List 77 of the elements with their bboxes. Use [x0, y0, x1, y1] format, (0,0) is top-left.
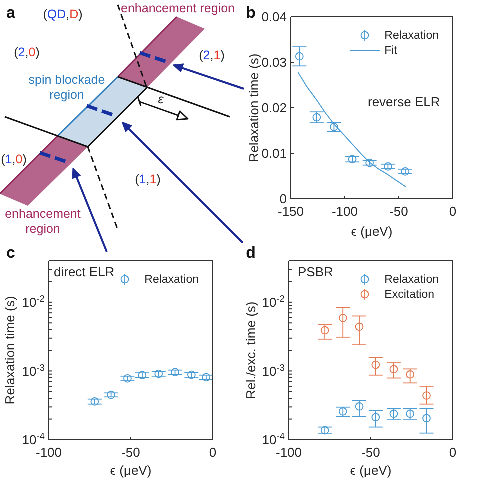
- chart-title: d: [246, 245, 256, 263]
- y-tick-label: 0: [280, 192, 287, 207]
- annotation: reverse ELR: [368, 94, 440, 110]
- x-tick-label: -50: [122, 445, 140, 460]
- x-tick-label: 0: [449, 445, 457, 460]
- point: [355, 402, 364, 411]
- x-tick-label: -100: [276, 445, 302, 460]
- text: (2,0): [14, 46, 40, 60]
- x-tick-label: -150: [278, 204, 304, 220]
- point: [187, 370, 196, 380]
- text: ε: [158, 92, 164, 106]
- y-axis-title: Relaxation time (s): [2, 296, 18, 405]
- text: enhancement region: [5, 207, 81, 236]
- legend-label: Relaxation: [384, 274, 439, 286]
- point: [355, 322, 364, 332]
- y-tick-label: 10$^{-2}$: [22, 294, 45, 310]
- point: [312, 113, 322, 122]
- annotation: direct ELR: [54, 264, 115, 280]
- text: spin blockade region: [28, 73, 106, 102]
- point: [320, 426, 330, 435]
- y-tick-label: 10$^{-3}$: [22, 362, 45, 379]
- annotation: PSBR: [298, 264, 334, 280]
- legend-label: Relaxation: [384, 30, 439, 42]
- point: [107, 390, 116, 400]
- point: [171, 368, 180, 377]
- point: [138, 371, 147, 380]
- point: [338, 314, 348, 322]
- point: [320, 326, 330, 335]
- point: [406, 410, 415, 418]
- y-tick-label: 0.04: [262, 10, 287, 25]
- y-tick-label: 0.01: [262, 146, 287, 162]
- text: enhancement region: [121, 2, 235, 16]
- point: [330, 122, 338, 132]
- y-tick-label: 10$^{-4}$: [262, 432, 285, 448]
- legend-label: Excitation: [384, 288, 435, 300]
- point: [406, 370, 415, 379]
- x-tick-label: 0: [209, 445, 217, 460]
- point: [422, 392, 431, 400]
- x-axis-title: ϵ (μeV): [351, 224, 393, 239]
- point: [384, 162, 392, 171]
- chart-title: b: [246, 5, 256, 23]
- y-tick-label: 10$^{-4}$: [22, 432, 45, 448]
- text: (1,1): [135, 172, 161, 186]
- point: [124, 374, 132, 383]
- x-tick-label: 0: [449, 204, 457, 220]
- point: [295, 52, 304, 61]
- chart-title: c: [6, 245, 16, 263]
- y-tick-label: 0.02: [262, 100, 287, 116]
- point: [390, 365, 398, 374]
- text: (1,0): [1, 152, 27, 166]
- x-axis-title: ϵ (μeV): [110, 463, 152, 478]
- text: a: [6, 5, 16, 23]
- point: [372, 360, 380, 370]
- x-tick-label: -100: [332, 204, 358, 220]
- y-axis-title: Rel./exc. time (s): [244, 302, 259, 400]
- text: (2,1): [199, 48, 225, 62]
- point: [154, 370, 164, 378]
- text: (QD,D): [43, 8, 83, 22]
- y-tick-label: 10$^{-2}$: [262, 294, 285, 310]
- point: [372, 413, 380, 422]
- y-tick-label: 0.03: [262, 55, 287, 70]
- y-axis-title: Relaxation time (s): [246, 54, 262, 162]
- point: [338, 408, 348, 416]
- point: [202, 373, 211, 382]
- x-tick-label: -100: [36, 445, 62, 460]
- point: [390, 410, 398, 418]
- point: [348, 155, 357, 164]
- point: [422, 414, 431, 423]
- x-axis-title: ϵ (μeV): [350, 463, 392, 478]
- x-tick-label: -50: [362, 445, 380, 460]
- y-tick-label: 10$^{-3}$: [262, 362, 285, 379]
- x-tick-label: -50: [390, 204, 408, 220]
- legend-label: Relaxation: [144, 274, 199, 286]
- legend-label: Fit: [384, 44, 398, 56]
- point: [401, 168, 410, 176]
- point: [366, 158, 374, 168]
- point: [90, 398, 100, 406]
